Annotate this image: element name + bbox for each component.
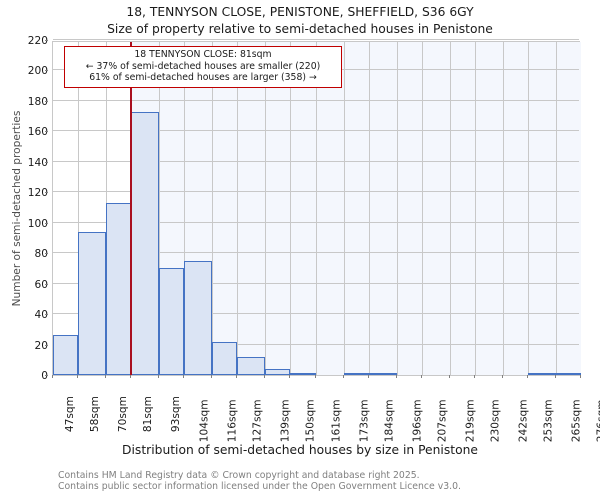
y-axis-tick-mark [45,192,48,194]
y-axis-tick-mark [45,283,48,285]
y-axis-ticks: 0 20 40 60 80 100 120 140 160 180 200 220 [0,35,48,382]
x-axis-tick-mark [501,375,503,378]
y-axis-tick-label: 180 [27,95,48,108]
x-axis-tick-mark [289,375,291,378]
footer-line-1: Contains HM Land Registry data © Crown c… [58,470,420,481]
x-axis-tick-mark [236,375,238,378]
x-axis-tick-label: 47sqm [64,396,77,433]
y-axis-tick-label: 60 [34,278,48,291]
x-axis-tick-label: 70sqm [117,396,130,433]
x-axis-tick-mark [183,375,185,378]
histogram-bar [265,368,291,375]
y-axis-tick-label: 140 [27,156,48,169]
x-axis-tick-mark [448,375,450,378]
histogram-bar [53,335,79,375]
histogram-bar [159,268,185,375]
annotation-line-1: 18 TENNYSON CLOSE: 81sqm [134,49,272,60]
x-axis-tick-mark [130,375,132,378]
histogram-bar [290,373,316,375]
plot-area [52,39,581,376]
y-axis-tick-label: 40 [34,309,48,322]
x-axis-tick-mark [554,375,556,378]
histogram-bar [555,373,581,375]
x-axis-tick-label: 116sqm [226,399,239,443]
y-axis-tick-label: 200 [27,65,48,78]
gridline-horizontal [53,39,579,40]
y-axis-tick-mark [45,375,48,376]
x-axis-tick-label: 173sqm [357,399,370,443]
footer-line-2: Contains public sector information licen… [58,481,461,492]
y-axis-tick-mark [45,70,48,72]
x-axis-tick-label: 104sqm [198,399,211,443]
x-axis-tick-mark [158,375,160,378]
property-annotation-box: 18 TENNYSON CLOSE: 81sqm ← 37% of semi-d… [64,46,342,88]
x-axis-tick-label: 265sqm [570,399,583,443]
y-axis-tick-label: 100 [27,217,48,230]
x-axis-tick-mark [580,375,581,378]
histogram-bar [237,356,266,375]
y-axis-label: Number of semi-detached properties [11,110,23,307]
x-axis-label: Distribution of semi-detached houses by … [122,443,478,457]
histogram-bar [78,231,107,375]
annotation-line-2: ← 37% of semi-detached houses are smalle… [85,60,321,72]
histogram-bar [184,260,213,375]
x-axis-tick-mark [420,375,422,378]
y-axis-tick-mark [45,344,48,346]
histogram-bar [212,341,238,375]
y-axis-tick-mark [45,100,48,102]
x-axis-tick-label: 207sqm [436,399,449,443]
title-block: 18, TENNYSON CLOSE, PENISTONE, SHEFFIELD… [0,4,600,38]
histogram-bar [131,111,160,375]
y-axis-tick-mark [45,222,48,224]
x-axis-tick-label: 58sqm [89,396,102,433]
y-axis-tick-mark [45,314,48,316]
page-title: 18, TENNYSON CLOSE, PENISTONE, SHEFFIELD… [126,5,474,19]
histogram-bar [106,202,132,375]
footer-attribution: Contains HM Land Registry data © Crown c… [58,470,598,492]
x-axis-tick-label: 196sqm [410,399,423,443]
x-axis-tick-label: 93sqm [170,396,183,433]
x-axis-tick-mark [211,375,213,378]
histogram-bar [343,373,369,375]
chart-subtitle: Size of property relative to semi-detach… [107,22,493,36]
x-axis-tick-mark [395,375,397,378]
y-axis-tick-label: 80 [34,248,48,261]
x-axis-tick-mark [314,375,316,378]
annotation-line-3: 61% of semi-detached houses are larger (… [89,72,317,83]
y-axis-tick-label: 0 [41,370,48,382]
y-axis-tick-mark [45,131,48,133]
x-axis-tick-label: 139sqm [279,399,292,443]
x-axis-tick-label: 161sqm [330,399,343,443]
x-axis-tick-mark [473,375,475,378]
property-size-marker [130,42,133,375]
x-axis-tick-label: 230sqm [489,399,502,443]
x-axis-tick-label: 127sqm [251,399,264,443]
x-axis-tick-label: 81sqm [142,396,155,433]
x-axis-tick-mark [342,375,344,378]
y-axis-tick-label: 160 [27,126,48,139]
histogram-bar [527,373,556,375]
y-axis-tick-mark [45,161,48,163]
x-axis-tick-mark [367,375,369,378]
histogram-bars [53,42,581,375]
x-axis-tick-mark [105,375,107,378]
x-axis-tick-label: 276sqm [595,399,600,443]
y-axis-tick-label: 20 [34,339,48,352]
x-axis-tick-label: 150sqm [304,399,317,443]
x-axis-tick-label: 219sqm [463,399,476,443]
x-axis-tick-mark [52,375,53,378]
x-axis-tick-mark [526,375,528,378]
x-axis-tick-label: 242sqm [516,399,529,443]
histogram-bar [368,373,397,375]
y-axis-tick-label: 120 [27,187,48,200]
x-axis-tick-label: 184sqm [383,399,396,443]
y-axis-tick-mark [45,253,48,255]
x-axis-tick-label: 253sqm [542,399,555,443]
y-axis-tick-mark [45,40,48,41]
x-axis-ticks: 47sqm 58sqm 70sqm 81sqm 93sqm 104sqm 116sqm 127… [52,375,600,442]
x-axis-tick-mark [264,375,266,378]
y-axis-tick-label: 220 [27,35,48,47]
x-axis-tick-mark [77,375,79,378]
